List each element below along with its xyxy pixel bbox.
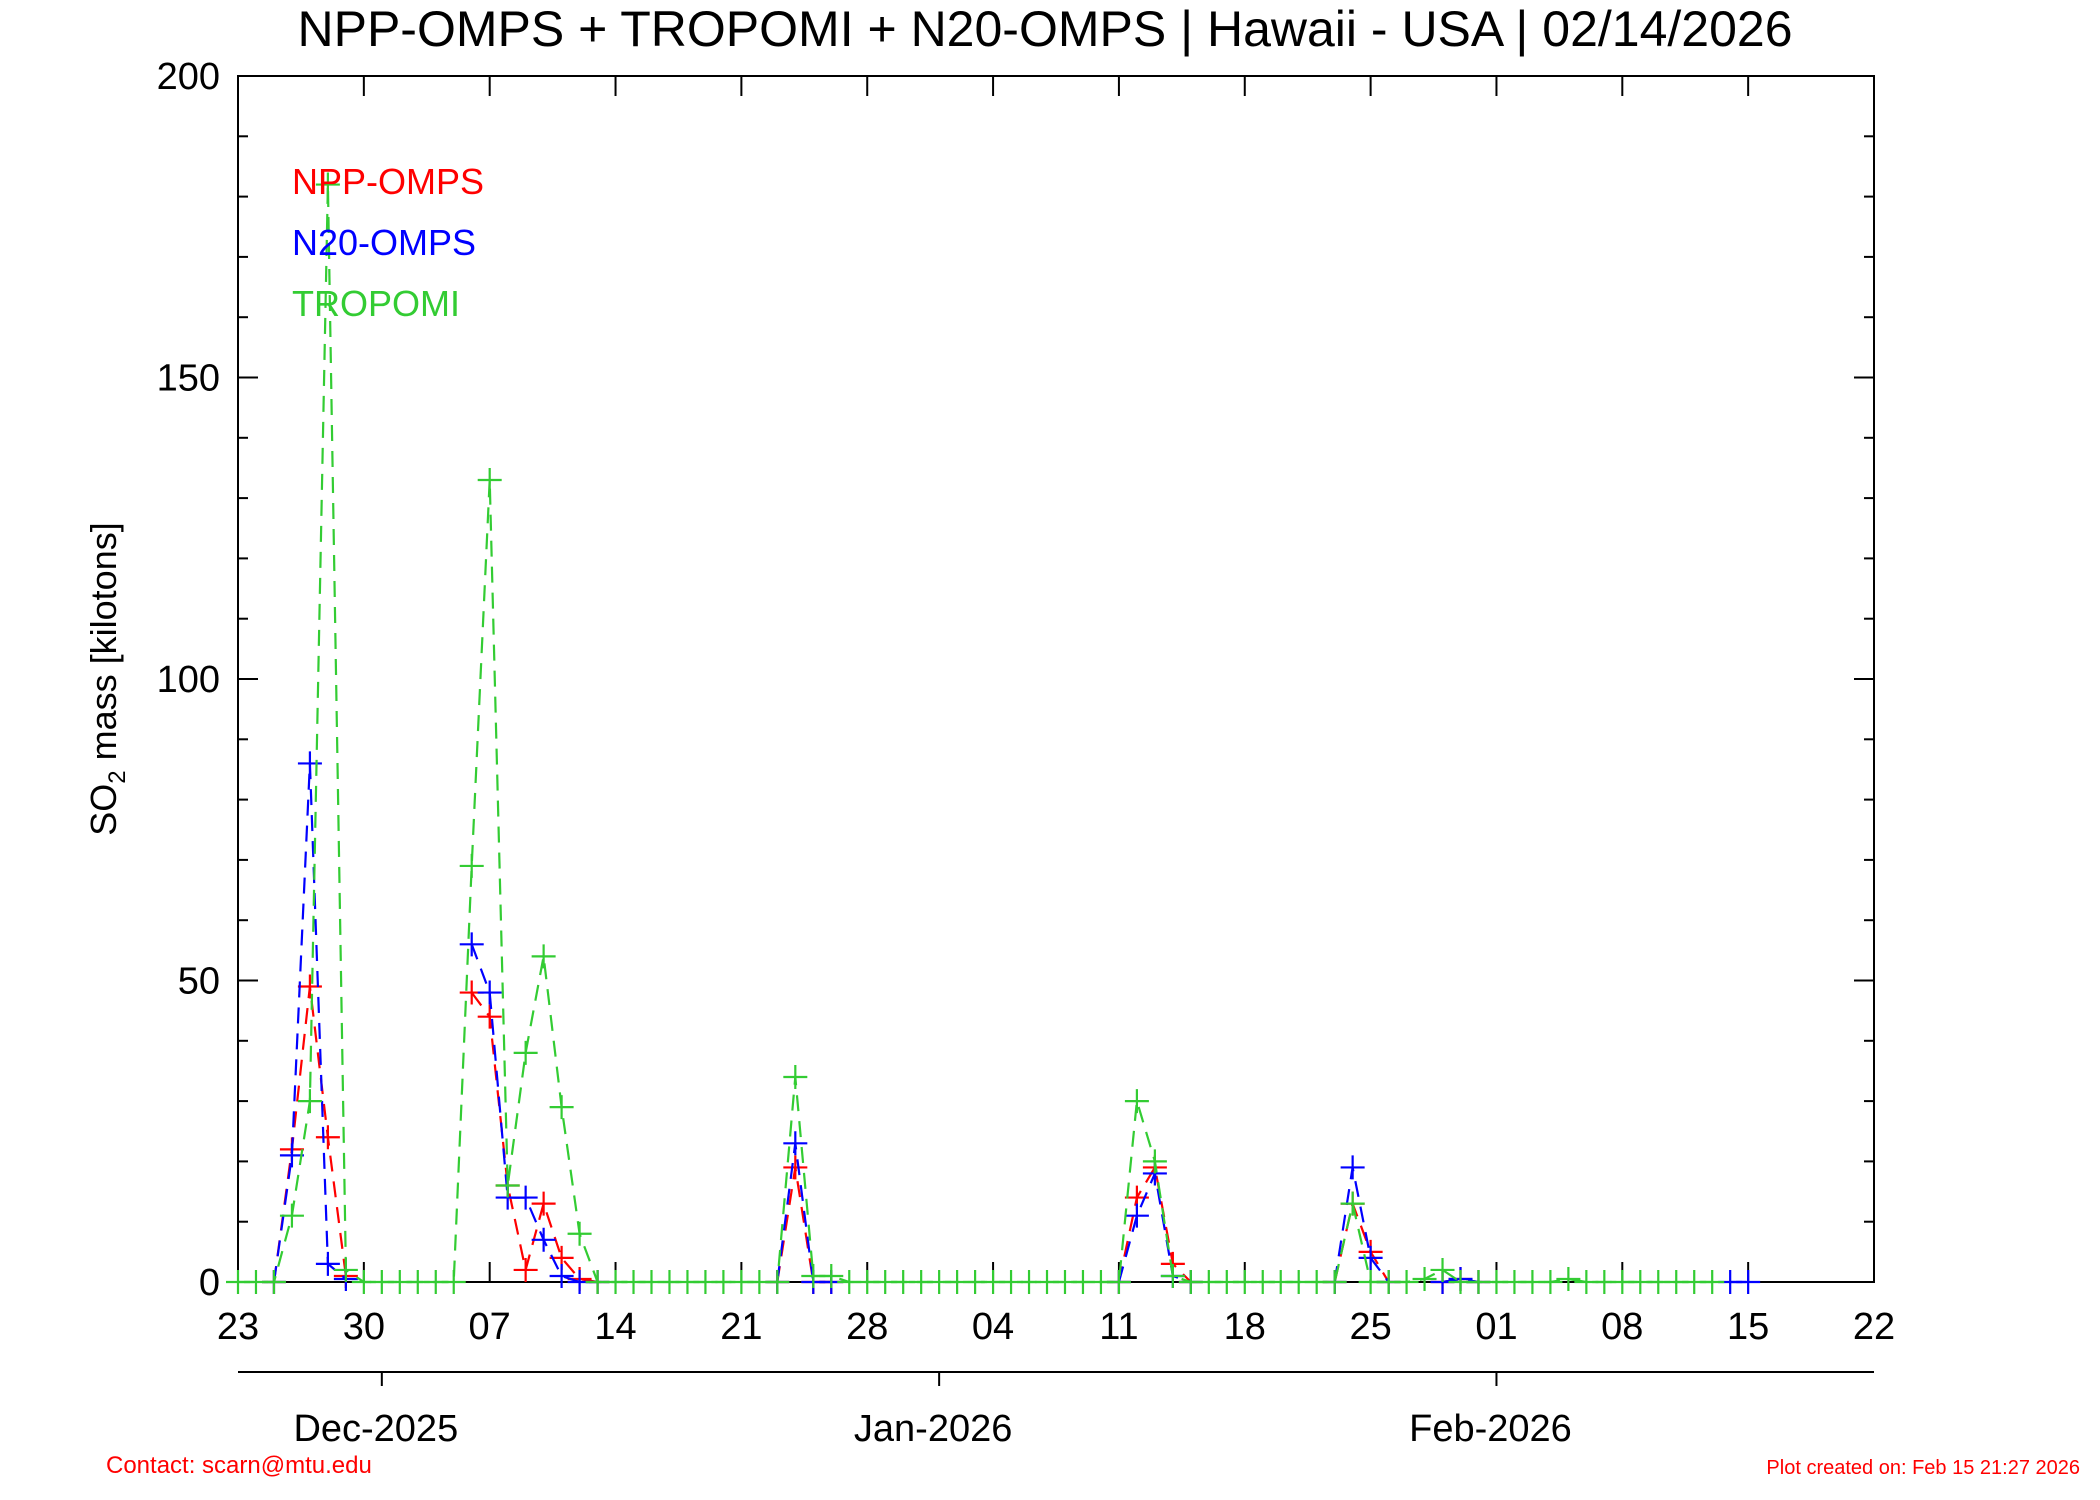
data-point <box>279 1203 304 1228</box>
data-point <box>495 1173 520 1198</box>
series-line <box>238 184 1713 1284</box>
data-point <box>1124 1089 1149 1114</box>
series-tropomi <box>226 172 1725 1294</box>
series-line <box>1117 1164 1192 1283</box>
y-tick-label: 0 <box>199 1262 220 1304</box>
data-point <box>441 1270 466 1294</box>
data-point <box>1700 1270 1725 1294</box>
data-point <box>765 1270 790 1294</box>
y-axis-label-main: SO <box>83 784 124 836</box>
data-point <box>477 468 502 493</box>
data-point <box>297 1089 322 1114</box>
y-axis-label: SO2 mass [kilotons] <box>83 522 131 835</box>
x-tick-label: 01 <box>1475 1306 1517 1348</box>
plot-frame <box>237 75 1875 1283</box>
data-point <box>459 853 484 878</box>
series-line <box>470 991 598 1284</box>
data-point <box>783 1155 808 1180</box>
legend-entry: TROPOMI <box>292 283 460 324</box>
series-n20-omps <box>261 751 1761 1294</box>
x-tick-label: 08 <box>1601 1306 1643 1348</box>
data-point <box>261 1270 286 1294</box>
x-tick-label: 21 <box>720 1306 762 1348</box>
data-point <box>279 1143 304 1168</box>
data-point <box>459 932 484 957</box>
month-label: Feb-2026 <box>1409 1408 1572 1450</box>
y-axis-label-rest: mass [kilotons] <box>83 522 124 770</box>
data-point <box>819 1263 844 1288</box>
legend-entry: NPP-OMPS <box>292 161 484 202</box>
month-label: Dec-2025 <box>293 1408 458 1450</box>
x-tick-label: 30 <box>343 1306 385 1348</box>
x-tick-label: 15 <box>1727 1306 1769 1348</box>
data-point <box>297 751 322 776</box>
x-tick-label: 22 <box>1853 1306 1895 1348</box>
data-point <box>1106 1270 1131 1294</box>
series-line <box>1333 1167 1390 1283</box>
data-point <box>315 1251 340 1276</box>
data-point <box>1412 1266 1437 1291</box>
data-point <box>1340 1191 1365 1216</box>
data-point <box>513 1257 538 1282</box>
plot-created-text: Plot created on: Feb 15 21:27 2026 <box>1766 1457 2080 1479</box>
data-point <box>333 1257 358 1282</box>
data-point <box>477 980 502 1005</box>
y-tick-label: 50 <box>178 961 220 1003</box>
data-point <box>549 1095 574 1120</box>
y-axis-label-subscript: 2 <box>104 770 131 783</box>
x-tick-label: 23 <box>217 1306 259 1348</box>
x-tick-label: 25 <box>1349 1306 1391 1348</box>
data-point <box>1124 1203 1149 1228</box>
legend-entry: N20-OMPS <box>292 222 476 263</box>
x-tick-label: 28 <box>846 1306 888 1348</box>
data-point <box>1538 1270 1563 1294</box>
data-point <box>549 1263 574 1288</box>
data-point <box>1358 1245 1383 1270</box>
month-label: Jan-2026 <box>854 1408 1012 1450</box>
data-point <box>1394 1270 1419 1294</box>
data-point <box>531 944 556 969</box>
x-tick-label: 18 <box>1224 1306 1266 1348</box>
data-point <box>567 1221 592 1246</box>
y-tick-label: 200 <box>157 56 220 98</box>
data-point <box>513 1185 538 1210</box>
data-point <box>531 1227 556 1252</box>
series-line <box>272 986 347 1283</box>
data-point <box>1556 1266 1581 1291</box>
data-point <box>1142 1149 1167 1174</box>
series-line <box>776 1143 832 1284</box>
x-tick-label: 07 <box>469 1306 511 1348</box>
chart-title: NPP-OMPS + TROPOMI + N20-OMPS | Hawaii -… <box>297 1 1792 57</box>
data-point <box>477 1004 502 1029</box>
data-point <box>1736 1270 1761 1294</box>
series-npp-omps <box>261 974 1491 1294</box>
data-point <box>1322 1270 1347 1294</box>
series-line <box>272 763 347 1283</box>
data-point <box>1340 1155 1365 1180</box>
x-tick-label: 11 <box>1099 1306 1138 1348</box>
y-tick-label: 150 <box>157 358 220 400</box>
data-point <box>531 1191 556 1216</box>
data-point <box>1430 1257 1455 1282</box>
data-point <box>513 1040 538 1065</box>
contact-text: Contact: scarn@mtu.edu <box>106 1452 372 1479</box>
data-point <box>1160 1263 1185 1288</box>
data-point <box>783 1064 808 1089</box>
data-point <box>315 1125 340 1150</box>
x-tick-label: 04 <box>972 1306 1014 1348</box>
data-point <box>315 172 340 197</box>
svg-text:SO2 mass [kilotons]: SO2 mass [kilotons] <box>83 522 131 835</box>
x-tick-label: 14 <box>594 1306 636 1348</box>
data-point <box>783 1131 808 1156</box>
y-tick-label: 100 <box>157 659 220 701</box>
